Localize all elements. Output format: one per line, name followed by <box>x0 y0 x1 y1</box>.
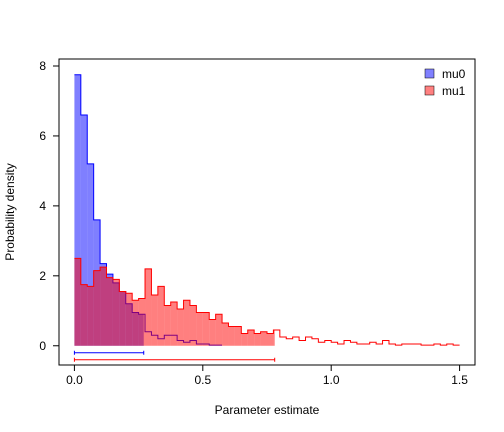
legend-label: mu1 <box>442 84 466 98</box>
mu1-bar <box>273 330 275 346</box>
mu1-bar <box>209 319 216 346</box>
mu1-bar <box>170 302 178 346</box>
x-tick-label: 1.5 <box>451 373 468 387</box>
legend-swatch <box>424 85 435 96</box>
mu1-bar <box>196 312 203 346</box>
chart-marks <box>73 74 460 362</box>
y-tick-label: 8 <box>39 59 46 73</box>
mu1-bar <box>183 300 190 346</box>
mu1-bar <box>112 279 120 346</box>
mu0-bar <box>74 74 81 346</box>
mu1-bar <box>260 331 267 346</box>
mu1-bar <box>189 305 197 346</box>
mu1-bar <box>234 326 242 346</box>
mu1-bar <box>222 323 229 346</box>
mu1-bar <box>125 293 133 346</box>
mu1-bar <box>132 300 139 346</box>
mu1-bar <box>228 326 235 346</box>
mu1-bar <box>177 309 184 346</box>
y-tick-label: 2 <box>39 269 46 283</box>
legend-item-mu1: mu1 <box>424 84 466 98</box>
mu0-bar <box>87 163 94 346</box>
y-axis-label: Probability density <box>3 163 17 260</box>
mu1-outline <box>74 257 460 346</box>
mu1-bar <box>247 330 255 346</box>
mu1-bar <box>119 291 126 346</box>
mu1-bar <box>157 286 165 346</box>
mu1-bar <box>254 333 261 346</box>
mu1-bar <box>138 298 146 346</box>
mu1-bar <box>241 333 248 346</box>
x-tick-label: 1.0 <box>323 373 340 387</box>
mu1-series <box>74 257 460 346</box>
plot-frame <box>58 58 476 366</box>
mu1-bar <box>87 286 94 346</box>
mu1-bar <box>100 267 107 346</box>
y-tick-label: 4 <box>39 199 46 213</box>
mu1-bar <box>80 284 88 346</box>
mu1-bar <box>215 314 223 346</box>
mu0-bar <box>80 114 88 346</box>
mu1-bar <box>151 295 158 346</box>
mu1-bar <box>202 312 210 346</box>
y-tick-label: 6 <box>39 129 46 143</box>
x-tick-label: 0.5 <box>194 373 211 387</box>
legend-swatch <box>424 68 435 79</box>
legend-label: mu0 <box>442 67 466 81</box>
mu1-bar <box>145 268 152 346</box>
x-tick-label: 0.0 <box>66 373 83 387</box>
x-axis: 0.0 0.5 1.0 1.5 <box>66 365 468 387</box>
mu1-bar <box>106 277 113 346</box>
mu1-bar <box>267 333 274 346</box>
mu1-bar <box>164 305 171 346</box>
x-axis-label: Parameter estimate <box>215 403 320 417</box>
y-axis: 0 2 4 6 8 <box>39 59 59 353</box>
legend-item-mu0: mu0 <box>424 67 466 81</box>
mu1-bar <box>93 270 101 346</box>
mu1-bar <box>74 258 81 346</box>
mu1-interval <box>73 357 276 362</box>
mu0-interval <box>73 350 145 355</box>
y-tick-label: 0 <box>39 339 46 353</box>
